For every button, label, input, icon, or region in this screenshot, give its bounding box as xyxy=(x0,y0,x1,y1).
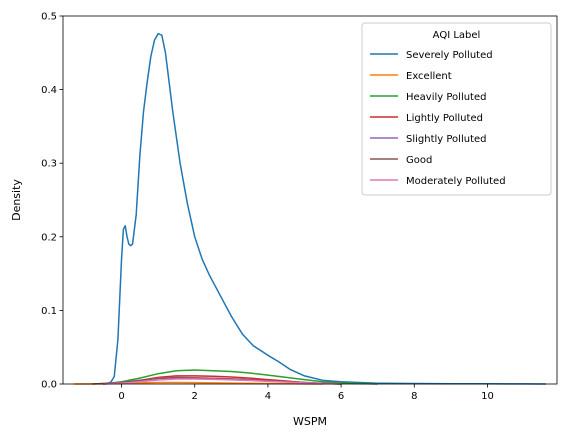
y-tick-label: 0.5 xyxy=(41,12,57,23)
legend-box xyxy=(362,23,551,195)
x-tick-label: 2 xyxy=(192,391,198,402)
legend-entry-label: Slightly Polluted xyxy=(406,134,487,145)
y-tick-label: 0.0 xyxy=(41,380,57,391)
legend: AQI Label Severely Polluted Excellent Heav… xyxy=(362,23,551,195)
x-tick-label: 10 xyxy=(481,391,494,402)
legend-entry-label: Heavily Polluted xyxy=(406,92,486,103)
legend-entry-label: Moderately Polluted xyxy=(406,176,506,187)
x-tick-label: 8 xyxy=(411,391,417,402)
y-tick-label: 0.1 xyxy=(41,306,57,317)
y-tick-label: 0.2 xyxy=(41,232,57,243)
x-axis-label: WSPM xyxy=(293,415,327,428)
x-tick-label: 4 xyxy=(265,391,271,402)
x-tick-label: 0 xyxy=(118,391,124,402)
x-tick-label: 6 xyxy=(338,391,344,402)
legend-title: AQI Label xyxy=(433,30,481,41)
y-tick-label: 0.4 xyxy=(41,85,57,96)
y-axis-label: Density xyxy=(10,179,23,221)
y-tick-label: 0.3 xyxy=(41,159,57,170)
legend-entry-label: Excellent xyxy=(406,71,452,82)
legend-entry-label: Severely Polluted xyxy=(406,50,493,61)
legend-entry-label: Lightly Polluted xyxy=(406,113,483,124)
legend-entry-label: Good xyxy=(406,155,432,166)
